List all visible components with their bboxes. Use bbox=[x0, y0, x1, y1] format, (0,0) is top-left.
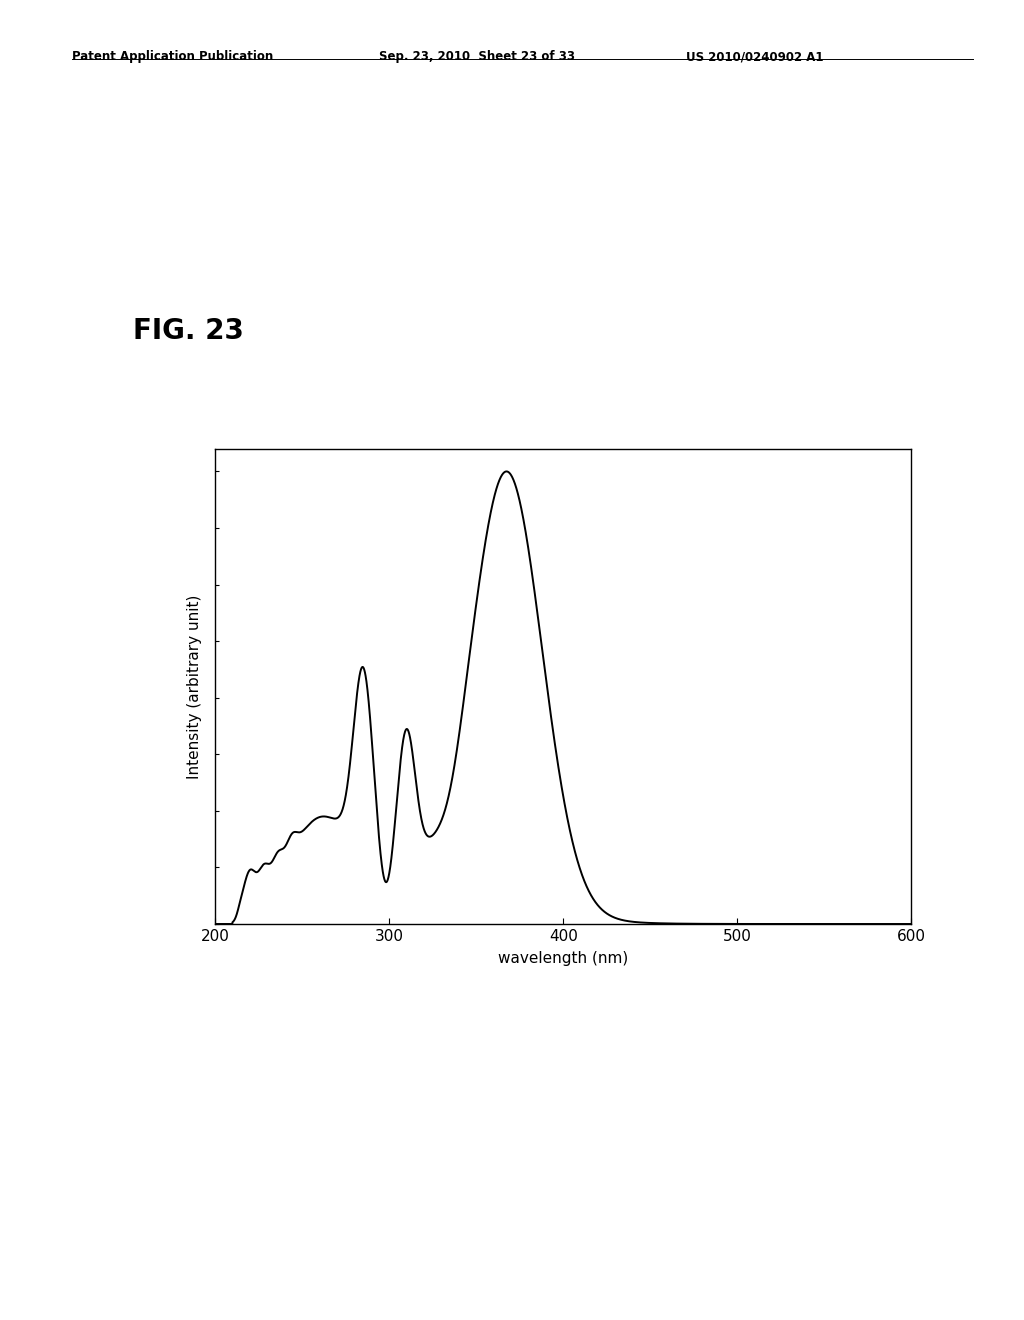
Y-axis label: Intensity (arbitrary unit): Intensity (arbitrary unit) bbox=[186, 594, 202, 779]
Text: US 2010/0240902 A1: US 2010/0240902 A1 bbox=[686, 50, 823, 63]
X-axis label: wavelength (nm): wavelength (nm) bbox=[498, 950, 629, 966]
Text: Sep. 23, 2010  Sheet 23 of 33: Sep. 23, 2010 Sheet 23 of 33 bbox=[379, 50, 574, 63]
Text: Patent Application Publication: Patent Application Publication bbox=[72, 50, 273, 63]
Text: FIG. 23: FIG. 23 bbox=[133, 317, 244, 345]
